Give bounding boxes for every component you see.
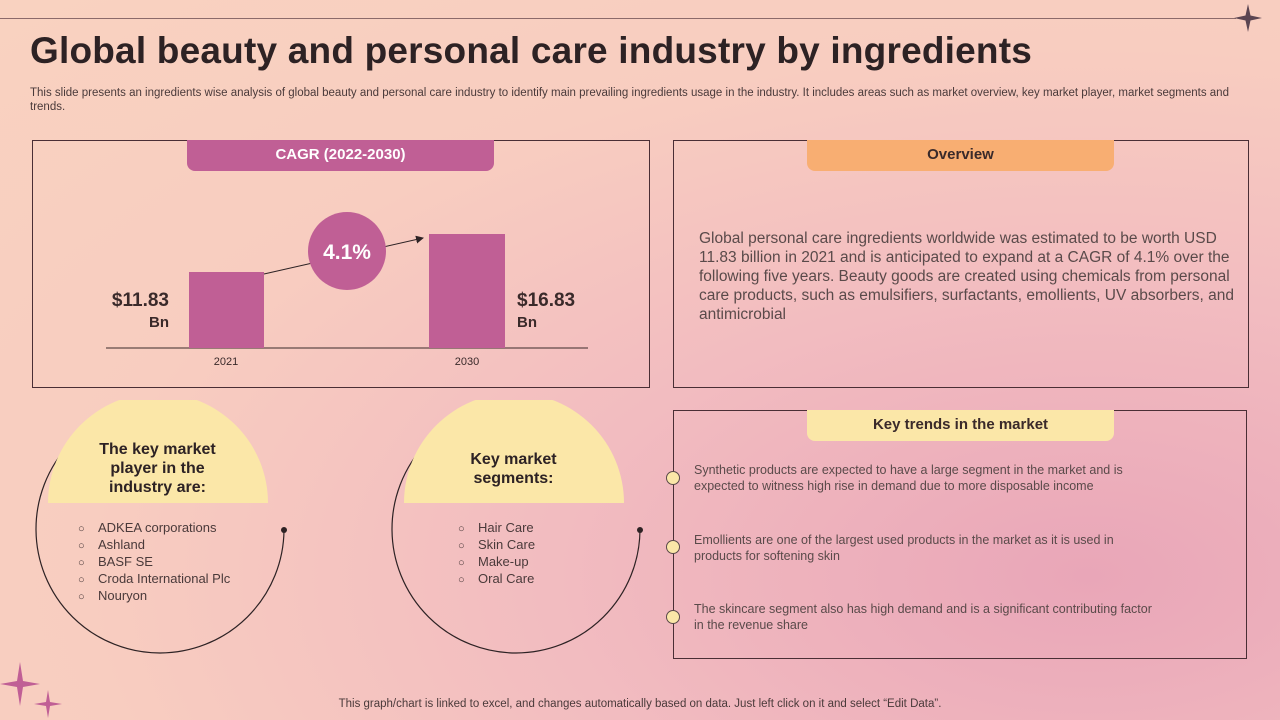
bar-2030[interactable]: [429, 234, 505, 348]
key-segments-ring: [391, 400, 643, 654]
key-segments-list: Hair Care Skin Care Make-up Oral Care: [458, 520, 535, 588]
x-tick-label-2021: 2021: [214, 356, 238, 368]
list-item: Make-up: [458, 554, 535, 571]
key-players-ring: [35, 400, 287, 654]
overview-text: Global personal care ingredients worldwi…: [699, 230, 1234, 323]
list-item: Nouryon: [78, 588, 230, 605]
bar-value-unit-2021: Bn: [149, 314, 169, 331]
key-players-section: The key market player in the industry ar…: [30, 400, 295, 665]
key-segments-section: Key market segments: Hair Care Skin Care…: [386, 400, 651, 665]
cagr-panel: CAGR (2022-2030) 2021 2030 $11.83 Bn $16…: [32, 140, 650, 388]
trend-item: Emollients are one of the largest used p…: [694, 533, 1114, 563]
cagr-tab: CAGR (2022-2030): [187, 140, 494, 171]
bar-value-unit-2030: Bn: [517, 314, 537, 331]
trend-item: The skincare segment also has high deman…: [694, 602, 1152, 632]
top-divider: [0, 18, 1236, 19]
page-title: Global beauty and personal care industry…: [30, 30, 1033, 71]
bar-value-amount-2030: $16.83: [517, 290, 575, 311]
trends-tab: Key trends in the market: [807, 410, 1114, 441]
trend-bullet-dot: [666, 540, 680, 554]
list-item: Croda International Plc: [78, 571, 230, 588]
overview-tab: Overview: [807, 140, 1114, 171]
trends-panel: Key trends in the market Synthetic produ…: [666, 410, 1247, 659]
key-players-list: ADKEA corporations Ashland BASF SE Croda…: [78, 520, 230, 605]
footer-note: This graph/chart is linked to excel, and…: [338, 698, 942, 710]
growth-rate-circle: [308, 212, 386, 290]
list-item: Skin Care: [458, 537, 535, 554]
bar-2021[interactable]: [189, 272, 264, 348]
list-item: BASF SE: [78, 554, 230, 571]
trend-bullet-dot: [666, 471, 680, 485]
trend-item: Synthetic products are expected to have …: [694, 463, 1123, 493]
list-item: Hair Care: [458, 520, 535, 537]
growth-rate-label: 4.1%: [323, 241, 371, 264]
overview-panel: Overview Global personal care ingredient…: [673, 140, 1249, 388]
sparkle-icon-bottom-left: [0, 662, 62, 718]
cagr-bar-chart[interactable]: 2021 2030 $11.83 Bn $16.83 Bn 4.1%: [33, 141, 651, 389]
sparkle-icon-top-right: [1234, 4, 1262, 32]
x-tick-label-2030: 2030: [455, 356, 479, 368]
bar-value-amount-2021: $11.83: [112, 290, 169, 311]
page-subtitle: This slide presents an ingredients wise …: [30, 87, 1229, 113]
key-players-title: The key market player in the industry ar…: [99, 441, 216, 496]
list-item: ADKEA corporations: [78, 520, 230, 537]
key-segments-title: Key market segments:: [470, 451, 557, 487]
list-item: Ashland: [78, 537, 230, 554]
trend-bullet-dot: [666, 610, 680, 624]
list-item: Oral Care: [458, 571, 535, 588]
